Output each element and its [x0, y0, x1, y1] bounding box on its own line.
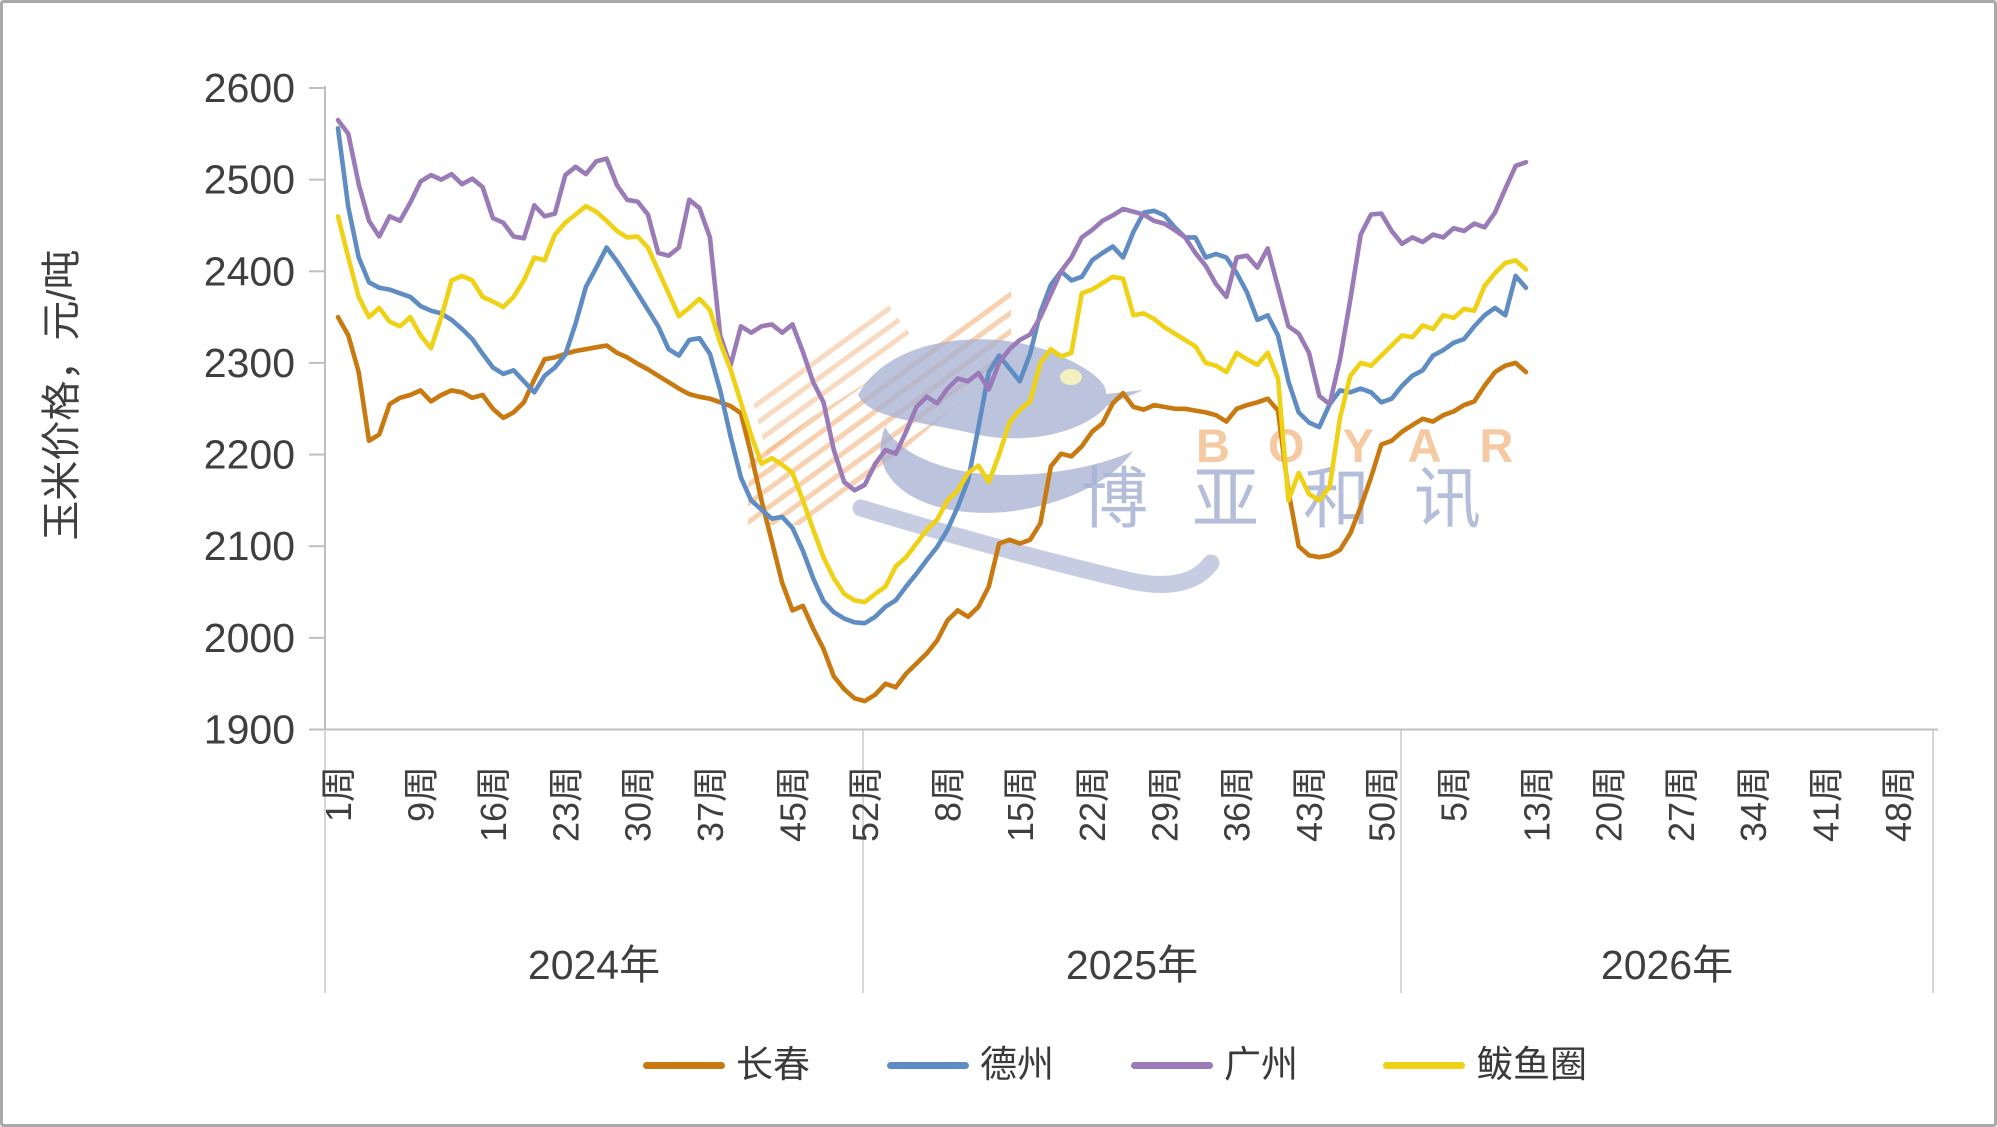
- series-layer: [335, 117, 1529, 704]
- year-label: 2025年: [1066, 942, 1198, 988]
- boyar-watermark: BOYAR 博亚和讯: [748, 290, 1551, 593]
- price-line-广州: [335, 117, 1529, 493]
- y-axis-title: 玉米价格，元/吨: [40, 249, 84, 540]
- price-line-鲅鱼圈: [335, 203, 1529, 605]
- x-tick-label: 36周: [1217, 766, 1258, 842]
- year-label: 2026年: [1601, 942, 1733, 988]
- x-tick-label: 52周: [845, 766, 886, 842]
- watermark-cjk-text: 博亚和讯: [1081, 462, 1525, 537]
- x-tick-label: 8周: [928, 766, 969, 822]
- x-tick-label: 23周: [545, 766, 586, 842]
- x-tick-label: 48周: [1878, 766, 1919, 842]
- y-tick-label: 2000: [204, 615, 295, 661]
- x-tick-label: 13周: [1516, 766, 1557, 842]
- axes-layer: 2600 2500 2400 2300 2200 2100 2000 1900 1周 9周 16周 2…: [204, 65, 1938, 993]
- price-line-长春: [335, 314, 1529, 704]
- x-tick-label: 34周: [1733, 766, 1774, 842]
- y-tick-label: 2200: [204, 432, 295, 478]
- x-tick-label: 15周: [1000, 766, 1041, 842]
- x-tick-label: 30周: [618, 766, 659, 842]
- x-tick-label: 1周: [318, 766, 359, 822]
- year-label: 2024年: [528, 942, 660, 988]
- y-tick-label: 2600: [204, 65, 295, 111]
- x-tick-label: 29周: [1144, 766, 1185, 842]
- x-tick-label: 20周: [1589, 766, 1630, 842]
- y-tick-label: 2300: [204, 340, 295, 386]
- watermark-wing-hatch-small: [751, 303, 911, 455]
- x-tick-label: 27周: [1661, 766, 1702, 842]
- watermark-latin-text: BOYAR: [1196, 419, 1551, 472]
- x-tick-label: 9周: [401, 766, 442, 822]
- x-tick-label: 5周: [1434, 766, 1475, 822]
- x-tick-label: 37周: [690, 766, 731, 842]
- y-tick-label: 2400: [204, 248, 295, 294]
- x-tick-label: 41周: [1806, 766, 1847, 842]
- x-tick-label: 50周: [1361, 766, 1402, 842]
- y-tick-label: 1900: [204, 707, 295, 753]
- price-line-德州: [335, 126, 1529, 626]
- corn-price-line-chart: BOYAR 博亚和讯 2600 2500 2400 2300 2200 2100 2000 1…: [40, 65, 1938, 993]
- x-tick-label: 45周: [773, 766, 814, 842]
- y-tick-label: 2500: [204, 157, 295, 203]
- x-tick-label: 22周: [1072, 766, 1113, 842]
- x-tick-label: 16周: [473, 766, 514, 842]
- x-tick-label: 43周: [1289, 766, 1330, 842]
- y-tick-label: 2100: [204, 523, 295, 569]
